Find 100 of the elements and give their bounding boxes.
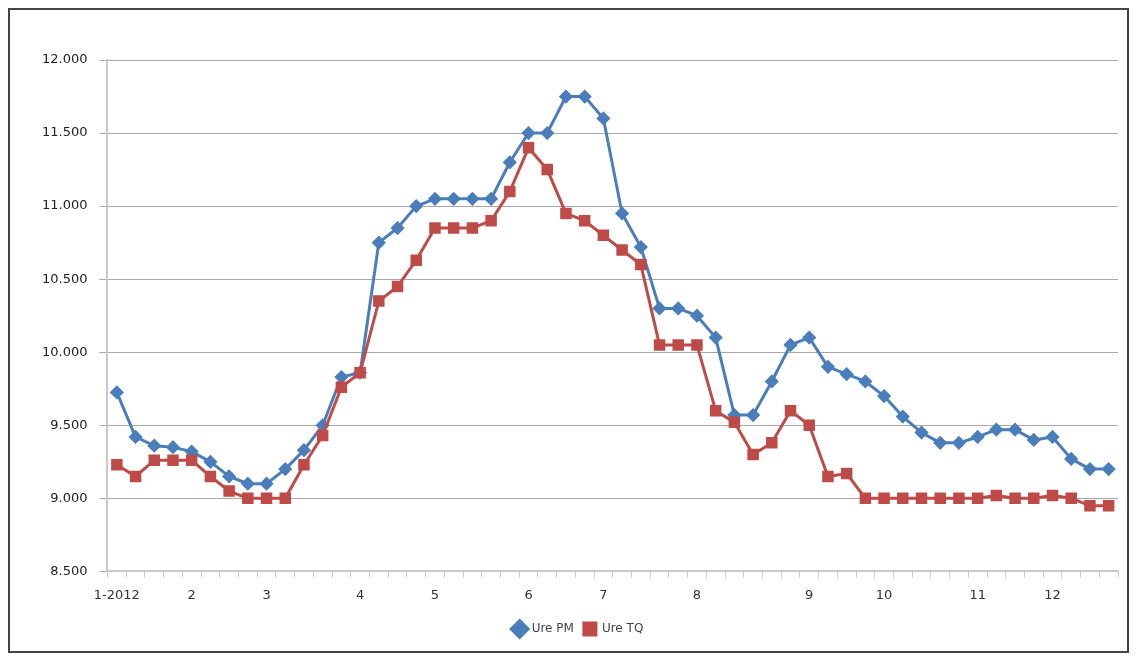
x-tick-label: 1-2012	[93, 586, 140, 602]
point	[933, 436, 947, 450]
point	[709, 331, 723, 345]
y-tick-label: 11.500	[41, 124, 88, 140]
point	[728, 416, 741, 429]
point	[147, 439, 161, 453]
point	[1008, 423, 1022, 437]
point	[596, 111, 610, 125]
point	[1046, 489, 1059, 502]
point	[634, 240, 648, 254]
point	[410, 254, 422, 266]
legend-label: Ure PM	[531, 621, 574, 636]
point	[671, 301, 685, 315]
point	[822, 470, 834, 483]
point	[821, 360, 835, 374]
point	[429, 222, 441, 234]
point	[765, 374, 779, 388]
x-tick-label: 4	[355, 586, 365, 602]
point	[1084, 499, 1096, 512]
point	[242, 492, 254, 505]
point	[784, 404, 797, 417]
point	[1102, 462, 1116, 476]
point	[522, 126, 536, 140]
point	[185, 454, 198, 467]
point	[877, 389, 891, 403]
legend-label: Ure TQ	[601, 621, 644, 636]
point	[784, 338, 798, 352]
y-tick-label: 10.000	[41, 343, 88, 359]
point	[484, 192, 498, 206]
point	[859, 492, 872, 505]
point	[635, 258, 647, 271]
point	[653, 301, 667, 315]
point	[1046, 430, 1059, 444]
point	[223, 485, 235, 497]
point	[952, 436, 966, 450]
point	[428, 192, 442, 206]
point	[878, 492, 890, 505]
point	[466, 222, 479, 234]
point	[334, 370, 348, 384]
point	[990, 489, 1003, 502]
y-tick-label: 9.000	[50, 489, 88, 505]
point	[129, 430, 143, 444]
point	[597, 229, 610, 242]
point	[316, 429, 329, 442]
point	[204, 470, 217, 483]
y-tick-label: 9.500	[50, 416, 88, 432]
point	[560, 207, 572, 220]
point	[391, 221, 405, 235]
point	[653, 339, 666, 351]
point	[447, 192, 461, 206]
point	[1028, 492, 1040, 505]
point	[447, 222, 460, 234]
point	[915, 426, 929, 440]
point	[559, 90, 573, 104]
point	[672, 339, 684, 351]
point	[541, 163, 553, 176]
point	[148, 454, 161, 467]
point	[298, 458, 310, 471]
point	[840, 367, 854, 381]
x-tick-label: 2	[187, 586, 196, 602]
x-tick-label: 11	[969, 586, 986, 602]
point	[372, 236, 386, 250]
point	[260, 477, 274, 491]
point	[504, 185, 516, 198]
x-tick-label: 6	[524, 586, 533, 602]
point	[409, 199, 423, 213]
point	[167, 454, 179, 467]
x-tick-label: 10	[875, 586, 893, 602]
point	[953, 492, 965, 505]
point	[129, 470, 142, 483]
point	[297, 443, 311, 457]
point	[746, 408, 760, 422]
point	[915, 492, 928, 505]
x-tick-label: 12	[1044, 586, 1061, 602]
point	[485, 214, 497, 227]
point	[578, 214, 591, 227]
point	[690, 309, 704, 323]
point	[522, 141, 535, 154]
point	[278, 462, 292, 476]
point	[335, 381, 348, 394]
point	[615, 206, 629, 220]
point	[1065, 492, 1077, 505]
point	[989, 423, 1003, 437]
y-tick-label: 8.500	[50, 562, 88, 578]
point	[111, 458, 123, 471]
point	[971, 492, 984, 505]
point	[766, 437, 778, 449]
point	[858, 374, 872, 388]
point	[934, 492, 946, 505]
x-tick-label: 7	[599, 586, 608, 602]
point	[578, 90, 592, 104]
point	[691, 339, 703, 351]
point	[840, 467, 853, 480]
point	[1064, 452, 1078, 466]
point	[1102, 499, 1115, 512]
y-tick-label: 10.500	[41, 270, 88, 286]
point	[747, 448, 759, 461]
point	[203, 455, 217, 469]
x-tick-label: 3	[262, 586, 271, 602]
y-tick-label: 11.000	[41, 197, 88, 213]
